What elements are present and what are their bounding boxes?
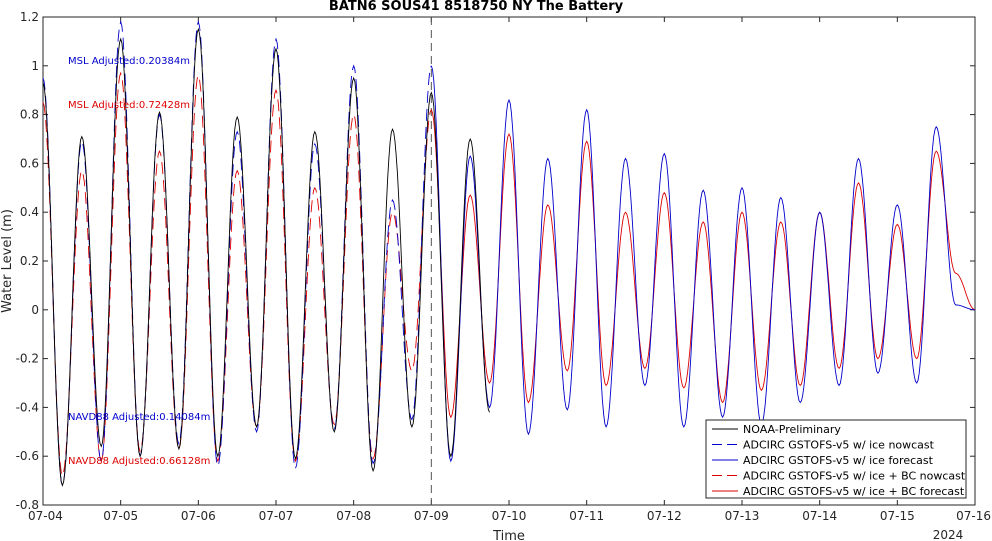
x-tick-label: 07-10 (492, 509, 527, 523)
legend-label: ADCIRC GSTOFS-v5 w/ ice + BC forecast (743, 485, 965, 498)
annotations: MSL Adjusted:0.20384m MSL Adjusted:0.7242… (68, 56, 210, 467)
x-tick-label: 07-14 (802, 509, 837, 523)
adjustment-annotation: NAVD88 Adjusted:0.14084m (68, 412, 210, 423)
adjustment-annotation: NAVD88 Adjusted:0.66128m (68, 456, 210, 467)
chart-title: BATN6 SOUS41 8518750 NY The Battery (329, 0, 624, 14)
y-tick-label: -0.4 (16, 400, 39, 414)
y-tick-label: 1 (31, 59, 39, 73)
x-tick-label: 07-16 (956, 509, 991, 523)
y-tick-label: 1.2 (20, 10, 39, 24)
series-layer (42, 20, 976, 487)
x-tick-label: 07-09 (414, 509, 449, 523)
y-axis: -0.8 -0.6 -0.4 -0.2 0 0.2 0.4 0.6 0.8 1 1.2 (16, 10, 975, 512)
x-tick-label: 07-15 (880, 509, 915, 523)
series-line-4 (430, 109, 976, 419)
legend-label: ADCIRC GSTOFS-v5 w/ ice forecast (743, 454, 934, 467)
y-tick-label: -0.6 (16, 449, 39, 463)
adjustment-annotation: MSL Adjusted:0.20384m (68, 56, 190, 67)
y-tick-label: 0.8 (20, 108, 39, 122)
series-line-2 (430, 65, 975, 463)
y-axis-label: Water Level (m) (0, 209, 15, 313)
legend-label: ADCIRC GSTOFS-v5 w/ ice nowcast (743, 439, 935, 452)
legend-label: ADCIRC GSTOFS-v5 w/ ice + BC nowcast (743, 470, 966, 483)
adjustment-annotation: MSL Adjusted:0.72428m (68, 100, 190, 111)
y-tick-label: 0.2 (20, 254, 39, 268)
y-tick-label: -0.8 (16, 498, 39, 512)
x-tick-label: 07-07 (259, 509, 294, 523)
x-axis: 07-04 07-05 07-06 07-07 07-08 07-09 07-10 07-11… (28, 17, 991, 523)
legend-label: NOAA-Preliminary (743, 423, 841, 436)
series-line-0 (42, 27, 491, 487)
x-tick-label: 07-05 (103, 509, 138, 523)
x-tick-label: 07-11 (569, 509, 604, 523)
y-tick-label: 0.4 (20, 205, 39, 219)
x-tick-label: 07-04 (28, 509, 63, 523)
x-tick-label: 07-13 (725, 509, 760, 523)
y-tick-label: 0.6 (20, 156, 39, 170)
year-label: 2024 (933, 528, 964, 541)
x-tick-label: 07-06 (181, 509, 216, 523)
y-tick-label: 0 (31, 303, 39, 317)
y-tick-label: -0.2 (16, 352, 39, 366)
x-axis-label: Time (492, 529, 525, 541)
series-line-1 (42, 20, 432, 487)
x-tick-label: 07-12 (647, 509, 682, 523)
x-tick-label: 07-08 (336, 509, 371, 523)
legend: NOAA-Preliminary ADCIRC GSTOFS-v5 w/ ice … (705, 419, 967, 499)
